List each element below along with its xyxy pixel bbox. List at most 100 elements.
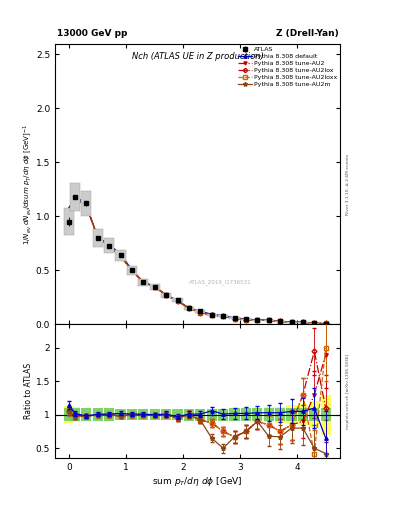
- Pythia 8.308 tune-AU2lox: [107, 243, 112, 249]
- Bar: [184, 307, 194, 310]
- Pythia 8.308 tune-AU2loxx: [95, 235, 100, 241]
- Pythia 8.308 default: [152, 284, 157, 290]
- X-axis label: sum $p_T/d\eta$ $d\phi$ [GeV]: sum $p_T/d\eta$ $d\phi$ [GeV]: [152, 475, 243, 488]
- Pythia 8.308 tune-AU2loxx: [152, 284, 157, 290]
- Bar: [252, 319, 263, 321]
- Bar: [286, 406, 297, 424]
- Pythia 8.308 tune-AU2: [209, 312, 214, 318]
- Pythia 8.308 tune-AU2m: [187, 305, 191, 311]
- Pythia 8.308 tune-AU2: [67, 214, 72, 220]
- Bar: [81, 191, 92, 216]
- Bar: [309, 401, 320, 428]
- Pythia 8.308 tune-AU2lox: [84, 203, 89, 209]
- Bar: [252, 408, 263, 421]
- Pythia 8.308 tune-AU2lox: [130, 267, 134, 273]
- Pythia 8.308 tune-AU2lox: [164, 292, 169, 298]
- Pythia 8.308 tune-AU2loxx: [232, 315, 237, 322]
- Pythia 8.308 tune-AU2: [255, 317, 260, 324]
- Bar: [93, 408, 103, 421]
- Bar: [150, 410, 160, 420]
- Pythia 8.308 default: [164, 292, 169, 298]
- Y-axis label: $1/N_{ev}$ $dN_{ev}/dsum$ $p_T/d\eta$ $d\phi$ $[\mathrm{GeV}]^{-1}$: $1/N_{ev}$ $dN_{ev}/dsum$ $p_T/d\eta$ $d…: [22, 123, 35, 245]
- Bar: [64, 208, 74, 235]
- Pythia 8.308 tune-AU2m: [67, 214, 72, 220]
- Pythia 8.308 default: [289, 319, 294, 325]
- Bar: [116, 250, 126, 261]
- Pythia 8.308 tune-AU2lox: [73, 196, 77, 202]
- Pythia 8.308 tune-AU2: [198, 309, 203, 315]
- Pythia 8.308 default: [187, 305, 191, 311]
- Pythia 8.308 tune-AU2: [301, 319, 305, 326]
- Pythia 8.308 default: [232, 315, 237, 321]
- Line: Pythia 8.308 default: Pythia 8.308 default: [68, 193, 327, 326]
- Pythia 8.308 tune-AU2loxx: [73, 196, 77, 202]
- Pythia 8.308 tune-AU2loxx: [118, 253, 123, 260]
- Pythia 8.308 default: [130, 267, 134, 273]
- Pythia 8.308 default: [141, 279, 146, 285]
- Bar: [218, 409, 228, 421]
- Pythia 8.308 tune-AU2loxx: [198, 309, 203, 315]
- Bar: [127, 410, 137, 420]
- Pythia 8.308 tune-AU2loxx: [187, 305, 191, 311]
- Bar: [161, 410, 171, 420]
- Pythia 8.308 tune-AU2loxx: [278, 318, 283, 325]
- Bar: [195, 310, 206, 313]
- Pythia 8.308 tune-AU2: [73, 196, 77, 202]
- Bar: [70, 183, 80, 211]
- Bar: [241, 408, 251, 421]
- Pythia 8.308 tune-AU2loxx: [301, 319, 305, 326]
- Bar: [298, 322, 308, 323]
- Bar: [184, 409, 194, 421]
- Pythia 8.308 tune-AU2loxx: [221, 313, 226, 319]
- Pythia 8.308 tune-AU2: [266, 317, 271, 324]
- Pythia 8.308 tune-AU2m: [107, 243, 112, 249]
- Bar: [138, 410, 149, 420]
- Text: 13000 GeV pp: 13000 GeV pp: [57, 29, 127, 38]
- Pythia 8.308 tune-AU2loxx: [84, 203, 89, 209]
- Pythia 8.308 tune-AU2: [187, 305, 191, 311]
- Pythia 8.308 tune-AU2loxx: [289, 319, 294, 325]
- Pythia 8.308 tune-AU2: [107, 243, 112, 249]
- Bar: [230, 317, 240, 318]
- Pythia 8.308 tune-AU2lox: [141, 279, 146, 285]
- Pythia 8.308 tune-AU2lox: [187, 305, 191, 311]
- Pythia 8.308 tune-AU2loxx: [255, 317, 260, 324]
- Bar: [64, 406, 74, 423]
- Bar: [150, 410, 160, 420]
- Pythia 8.308 default: [118, 251, 123, 258]
- Bar: [298, 404, 308, 425]
- Pythia 8.308 tune-AU2lox: [289, 319, 294, 325]
- Bar: [252, 408, 263, 421]
- Pythia 8.308 tune-AU2: [164, 292, 169, 298]
- Pythia 8.308 default: [67, 205, 72, 211]
- Pythia 8.308 tune-AU2: [175, 298, 180, 304]
- Pythia 8.308 tune-AU2m: [323, 321, 328, 327]
- Pythia 8.308 tune-AU2: [95, 235, 100, 241]
- Pythia 8.308 default: [107, 242, 112, 248]
- Pythia 8.308 tune-AU2: [152, 284, 157, 290]
- Text: Nch (ATLAS UE in Z production): Nch (ATLAS UE in Z production): [132, 52, 263, 61]
- Pythia 8.308 tune-AU2lox: [255, 317, 260, 324]
- Pythia 8.308 tune-AU2m: [278, 318, 283, 325]
- Pythia 8.308 tune-AU2loxx: [107, 243, 112, 249]
- Pythia 8.308 default: [73, 191, 77, 198]
- Pythia 8.308 tune-AU2m: [73, 196, 77, 202]
- Pythia 8.308 tune-AU2: [84, 203, 89, 209]
- Bar: [116, 410, 126, 420]
- Bar: [150, 284, 160, 290]
- Bar: [275, 321, 285, 322]
- Pythia 8.308 tune-AU2: [221, 313, 226, 319]
- Pythia 8.308 tune-AU2lox: [209, 312, 214, 318]
- Bar: [230, 408, 240, 421]
- Bar: [298, 408, 308, 421]
- Pythia 8.308 tune-AU2lox: [175, 298, 180, 304]
- Bar: [173, 410, 183, 420]
- Pythia 8.308 tune-AU2m: [289, 319, 294, 325]
- Pythia 8.308 tune-AU2: [118, 253, 123, 260]
- Bar: [104, 238, 114, 253]
- Bar: [161, 410, 171, 420]
- Pythia 8.308 tune-AU2: [289, 319, 294, 325]
- Bar: [70, 408, 80, 422]
- Bar: [264, 408, 274, 421]
- Pythia 8.308 default: [278, 318, 283, 324]
